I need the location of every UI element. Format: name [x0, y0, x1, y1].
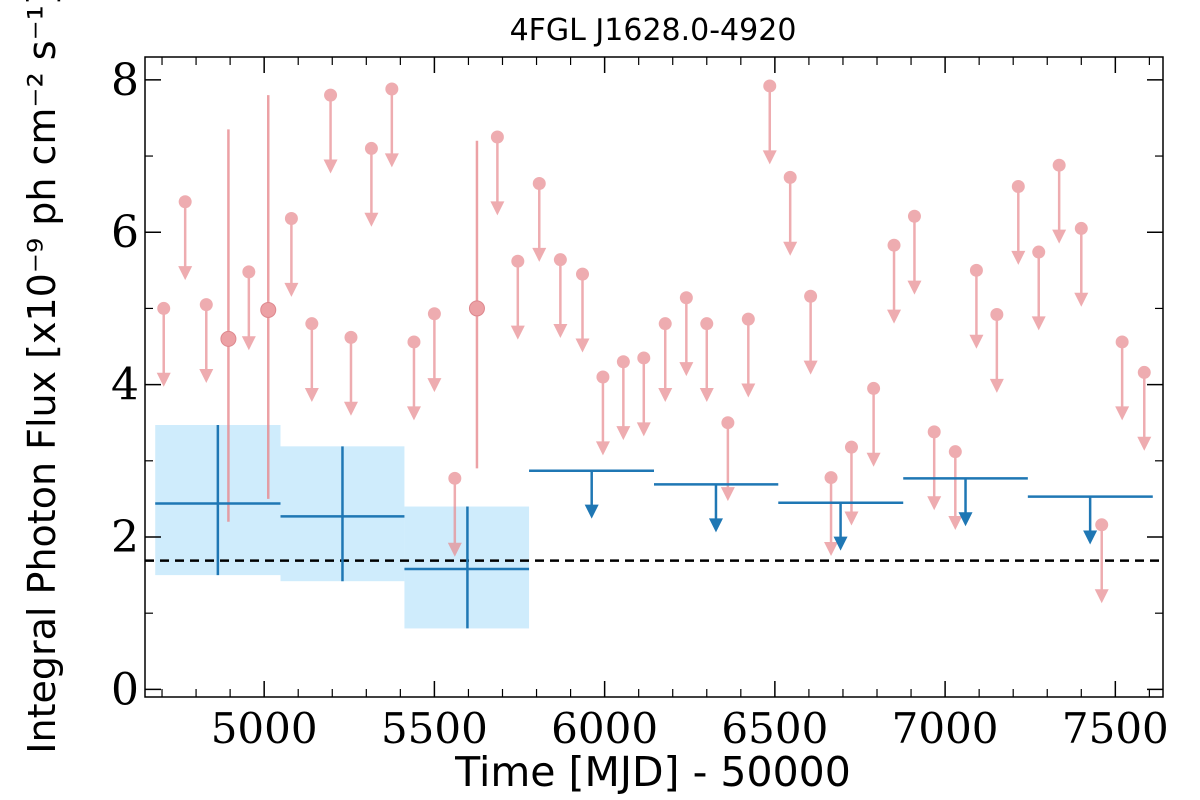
upper-limit-marker: [970, 264, 983, 277]
light-curve-chart: 5000 5500 6000 6500 7000 7500 0 2 4 6 8 4FGL J1628…: [0, 0, 1200, 800]
y-tick-label: 4: [111, 360, 139, 411]
upper-limit-marker: [700, 317, 713, 330]
upper-limit-marker: [784, 171, 797, 184]
detection-marker: [221, 331, 236, 346]
detection-marker: [469, 301, 484, 316]
upper-limit-marker: [949, 445, 962, 458]
x-tick-label: 5500: [381, 704, 488, 753]
upper-limit-marker: [1075, 222, 1088, 235]
x-tick-label: 7500: [1062, 704, 1169, 753]
upper-limit-marker: [637, 351, 650, 364]
upper-limit-marker: [533, 177, 546, 190]
chart-title: 4FGL J1628.0-4920: [510, 13, 797, 48]
y-tick-label: 2: [111, 512, 139, 563]
x-tick-label: 6500: [721, 704, 828, 753]
upper-limit-marker: [617, 355, 630, 368]
upper-limit-marker: [659, 317, 672, 330]
upper-limit-marker: [825, 471, 838, 484]
upper-limit-marker: [680, 291, 693, 304]
x-axis-label: Time [MJD] - 50000: [454, 748, 851, 796]
x-tick-label: 6000: [551, 704, 658, 753]
upper-limit-marker: [324, 89, 337, 102]
upper-limit-marker: [365, 142, 378, 155]
upper-limit-marker: [511, 255, 524, 268]
upper-limit-marker: [200, 298, 213, 311]
upper-limit-marker: [179, 195, 192, 208]
upper-limit-marker: [1116, 335, 1129, 348]
chart-background: [0, 0, 1200, 800]
upper-limit-marker: [990, 308, 1003, 321]
upper-limit-marker: [407, 335, 420, 348]
upper-limit-marker: [242, 265, 255, 278]
y-tick-label: 0: [111, 664, 139, 715]
upper-limit-marker: [428, 307, 441, 320]
upper-limit-marker: [448, 472, 461, 485]
upper-limit-marker: [305, 317, 318, 330]
upper-limit-marker: [721, 416, 734, 429]
upper-limit-marker: [845, 441, 858, 454]
upper-limit-marker: [491, 131, 504, 144]
upper-limit-marker: [344, 331, 357, 344]
detection-marker: [261, 302, 276, 317]
y-axis-label: Integral Photon Flux [x10⁻⁹ ph cm⁻² s⁻¹]: [20, 0, 64, 754]
upper-limit-marker: [385, 83, 398, 96]
upper-limit-marker: [908, 210, 921, 223]
upper-limit-marker: [285, 212, 298, 225]
y-tick-label: 8: [111, 55, 139, 106]
x-tick-label: 7000: [892, 704, 999, 753]
upper-limit-marker: [596, 371, 609, 384]
y-tick-label: 6: [111, 207, 139, 258]
upper-limit-marker: [804, 290, 817, 303]
upper-limit-marker: [1138, 366, 1151, 379]
upper-limit-marker: [867, 382, 880, 395]
upper-limit-marker: [1032, 246, 1045, 259]
x-tick-label: 5000: [211, 704, 318, 753]
chart-canvas: 5000 5500 6000 6500 7000 7500 0 2 4 6 8 4FGL J1628…: [0, 0, 1200, 800]
upper-limit-marker: [1095, 518, 1108, 531]
upper-limit-marker: [763, 79, 776, 92]
upper-limit-marker: [928, 425, 941, 438]
upper-limit-marker: [1053, 159, 1066, 172]
upper-limit-marker: [888, 239, 901, 252]
upper-limit-marker: [554, 253, 567, 266]
upper-limit-marker: [1012, 180, 1025, 193]
upper-limit-marker: [576, 268, 589, 281]
upper-limit-marker: [742, 313, 755, 326]
upper-limit-marker: [157, 302, 170, 315]
